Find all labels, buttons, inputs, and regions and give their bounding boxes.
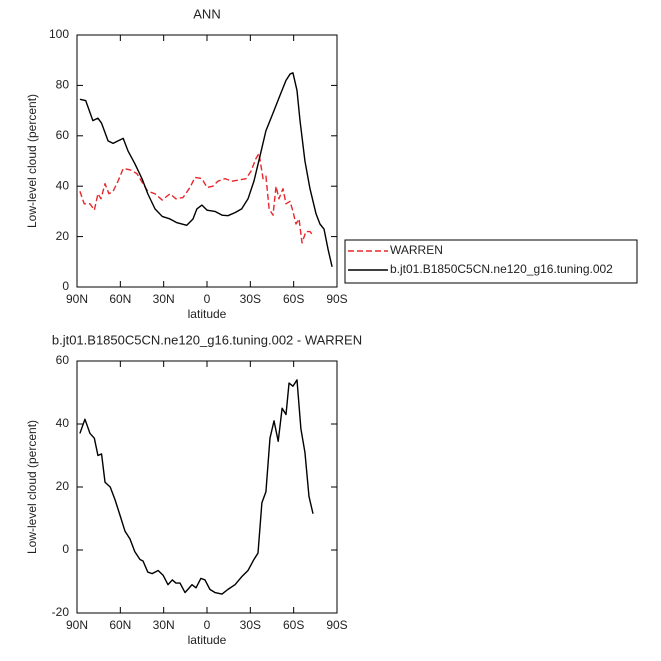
plot-frame <box>76 34 338 288</box>
series-line <box>79 379 314 595</box>
legend-box <box>344 239 638 284</box>
x-tick-label: 90S <box>326 292 347 306</box>
y-tick-label: 0 <box>62 542 69 556</box>
x-axis-label: latitude <box>188 307 227 321</box>
series-line <box>79 152 314 244</box>
x-tick-label: 30S <box>240 292 261 306</box>
x-tick-label: 90N <box>66 292 88 306</box>
x-tick-label: 0 <box>204 292 211 306</box>
chart-title: b.jt01.B1850C5CN.ne120_g16.tuning.002 - … <box>52 332 362 347</box>
y-tick-label: 20 <box>56 229 70 243</box>
y-tick-label: 20 <box>56 479 70 493</box>
x-tick-label: 30S <box>240 618 261 632</box>
x-axis-label: latitude <box>188 633 227 647</box>
x-tick-label: 30N <box>153 292 175 306</box>
y-tick-label: 100 <box>49 27 69 41</box>
y-axis-label: Low-level cloud (percent) <box>25 94 39 228</box>
y-tick-label: 40 <box>56 178 70 192</box>
legend-label: WARREN <box>390 243 443 257</box>
y-tick-label: 40 <box>56 416 70 430</box>
y-tick-label: 60 <box>56 128 70 142</box>
x-tick-label: 30N <box>153 618 175 632</box>
x-tick-label: 0 <box>204 618 211 632</box>
x-tick-label: 90N <box>66 618 88 632</box>
x-tick-label: 60N <box>109 292 131 306</box>
legend-label: b.jt01.B1850C5CN.ne120_g16.tuning.002 <box>390 262 613 276</box>
x-tick-label: 60S <box>283 292 304 306</box>
y-tick-label: 60 <box>56 353 70 367</box>
series-line <box>79 72 333 267</box>
x-tick-label: 60S <box>283 618 304 632</box>
x-tick-label: 90S <box>326 618 347 632</box>
y-tick-label: 80 <box>56 78 70 92</box>
y-axis-label: Low-level cloud (percent) <box>25 420 39 554</box>
y-tick-label: -20 <box>52 605 70 619</box>
chart-title: ANN <box>193 6 220 21</box>
y-tick-label: 0 <box>62 279 69 293</box>
x-tick-label: 60N <box>109 618 131 632</box>
